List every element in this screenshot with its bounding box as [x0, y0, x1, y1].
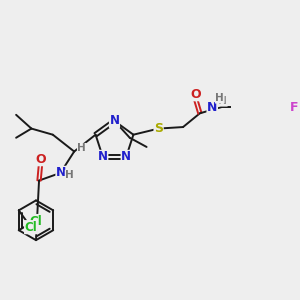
- Text: H: H: [215, 93, 224, 103]
- Text: F: F: [290, 101, 299, 114]
- Text: Cl: Cl: [29, 214, 42, 227]
- Text: O: O: [35, 153, 46, 166]
- Text: Cl: Cl: [25, 221, 38, 234]
- Text: H: H: [65, 170, 74, 180]
- Text: H: H: [218, 96, 227, 106]
- Text: N: N: [207, 101, 217, 114]
- Text: O: O: [190, 88, 201, 101]
- Text: S: S: [154, 122, 163, 135]
- Text: N: N: [110, 115, 119, 128]
- Text: H: H: [77, 143, 86, 153]
- Text: N: N: [56, 167, 66, 179]
- Text: N: N: [121, 150, 131, 164]
- Text: N: N: [98, 150, 108, 164]
